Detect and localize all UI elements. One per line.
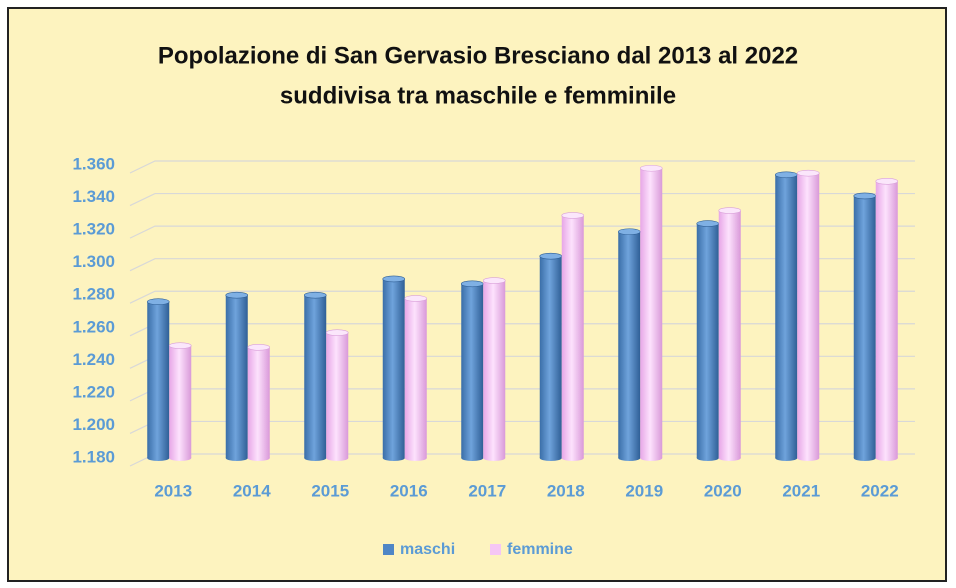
- bar-top: [382, 275, 406, 283]
- chart-subtitle: suddivisa tra maschile e femminile: [280, 82, 676, 109]
- x-tick-label: 2017: [468, 481, 506, 500]
- x-tick-label: 2019: [625, 481, 663, 500]
- grid-line: [129, 160, 915, 174]
- y-tick-label: 1.340: [72, 187, 115, 206]
- bar-base: [326, 455, 349, 461]
- bar: [718, 210, 741, 458]
- bar: [169, 345, 192, 458]
- bar: [853, 195, 876, 458]
- legend-swatch: [383, 544, 394, 555]
- bar-base: [539, 455, 562, 461]
- bar-top: [796, 169, 820, 177]
- bar-top: [325, 329, 349, 336]
- bar: [404, 298, 427, 458]
- bar-base: [483, 455, 506, 461]
- bar-base: [169, 455, 192, 461]
- bar-top: [247, 344, 271, 351]
- x-tick-label: 2015: [311, 481, 349, 500]
- bar-top: [561, 212, 585, 219]
- bar: [483, 280, 506, 458]
- chart-title: Popolazione di San Gervasio Bresciano da…: [158, 42, 798, 69]
- bar: [696, 223, 719, 458]
- y-tick-label: 1.360: [72, 154, 115, 173]
- bar-base: [797, 455, 820, 461]
- bar-base: [247, 455, 270, 461]
- bar: [247, 347, 270, 458]
- x-tick-label: 2013: [154, 481, 192, 500]
- bar-top: [539, 252, 563, 260]
- bar-top: [639, 164, 663, 172]
- bar-top: [225, 291, 249, 299]
- bar: [225, 295, 248, 458]
- bar-top: [718, 207, 742, 214]
- x-tick-label: 2018: [547, 481, 585, 500]
- bar-top: [617, 228, 641, 236]
- bar-base: [382, 455, 405, 461]
- legend-label: femmine: [507, 541, 573, 558]
- bar-top: [696, 220, 720, 227]
- bar: [326, 332, 349, 458]
- bar: [775, 174, 798, 458]
- bar: [875, 181, 898, 458]
- bar: [640, 168, 663, 458]
- bar: [797, 173, 820, 458]
- bar-base: [718, 455, 741, 461]
- bar-top: [482, 277, 506, 284]
- y-tick-label: 1.260: [72, 317, 115, 336]
- bar: [539, 256, 562, 458]
- y-tick-label: 1.240: [72, 350, 115, 369]
- y-tick-label: 1.280: [72, 285, 115, 304]
- bar: [561, 215, 584, 458]
- x-tick-label: 2014: [233, 481, 271, 500]
- bar: [461, 283, 484, 458]
- bar-base: [461, 455, 484, 461]
- bar-base: [561, 455, 584, 461]
- y-tick-label: 1.180: [72, 447, 115, 466]
- bar-base: [147, 455, 170, 461]
- bar-top: [460, 280, 484, 288]
- x-tick-label: 2021: [782, 481, 820, 500]
- x-tick-label: 2022: [861, 481, 899, 500]
- bar-base: [696, 455, 719, 461]
- bar: [382, 278, 405, 458]
- y-tick-label: 1.300: [72, 252, 115, 271]
- bar-base: [640, 455, 663, 461]
- bar: [304, 295, 327, 458]
- y-tick-label: 1.200: [72, 415, 115, 434]
- bar-top: [404, 295, 428, 302]
- x-tick-label: 2016: [390, 481, 428, 500]
- bar-top: [168, 342, 192, 349]
- bar-top: [774, 171, 798, 179]
- bar-base: [775, 455, 798, 461]
- bar-base: [404, 455, 427, 461]
- bar-base: [875, 455, 898, 461]
- bar-base: [304, 455, 327, 461]
- bar-top: [853, 192, 877, 200]
- bar-top: [146, 298, 170, 306]
- legend-label: maschi: [400, 541, 455, 558]
- bar-base: [853, 455, 876, 461]
- x-tick-label: 2020: [704, 481, 742, 500]
- legend-swatch: [490, 544, 501, 555]
- bar: [618, 231, 641, 458]
- bar-base: [225, 455, 248, 461]
- y-tick-label: 1.320: [72, 220, 115, 239]
- y-tick-label: 1.220: [72, 382, 115, 401]
- bar-top: [303, 291, 327, 299]
- bar-base: [618, 455, 641, 461]
- bar: [147, 301, 170, 458]
- bar-top: [875, 177, 899, 185]
